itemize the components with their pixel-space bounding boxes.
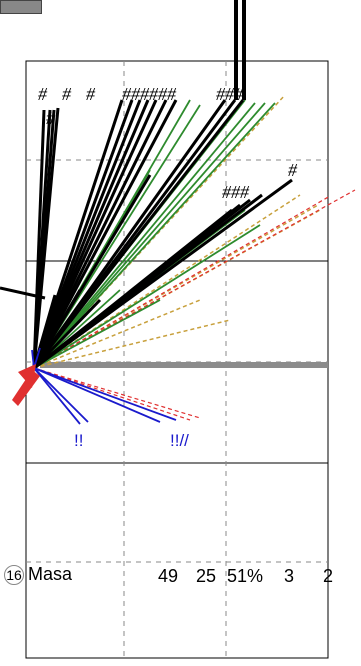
exclaim-label-1: !!	[74, 431, 83, 450]
hash-labels: # # # ###### ########	[38, 84, 298, 202]
blue-line	[33, 367, 177, 421]
red-line	[33, 189, 356, 369]
exclaim-label-2: !!//	[170, 431, 189, 450]
black-line	[32, 298, 102, 370]
tan-line	[33, 299, 201, 369]
hash-label: ###	[222, 182, 250, 202]
black-lines	[32, 99, 293, 370]
red-line	[33, 195, 331, 369]
blue-line	[33, 367, 161, 423]
corner-button[interactable]	[0, 0, 42, 14]
plot-frame	[25, 60, 329, 659]
row-name: Masa	[28, 564, 73, 584]
stat-5: 2	[323, 566, 334, 586]
tan-dashed-lines	[33, 94, 321, 369]
blue-line	[33, 367, 89, 423]
black-line	[32, 107, 60, 369]
tan-line	[33, 94, 286, 369]
hash-label: #	[288, 160, 298, 180]
stat-2: 25	[196, 566, 217, 586]
green-line	[33, 102, 266, 369]
left-stub	[0, 286, 46, 300]
hash-label: #	[38, 84, 48, 104]
stat-1: 49	[158, 566, 179, 586]
red-dashed-lines	[33, 189, 356, 421]
top-stems	[234, 0, 246, 100]
hash-label: #	[62, 84, 72, 104]
tan-line	[33, 204, 319, 369]
blue-lines	[31, 347, 177, 425]
black-line	[33, 178, 293, 370]
hash-label: ######	[122, 84, 177, 104]
row-number-badge: 16	[4, 564, 24, 585]
green-line	[33, 224, 261, 369]
black-line	[32, 99, 124, 369]
black-line	[32, 99, 178, 369]
black-line	[32, 99, 245, 369]
green-line	[33, 102, 276, 369]
black-line	[32, 289, 82, 369]
hash-label: #	[86, 84, 96, 104]
green-line	[33, 299, 161, 369]
red-line	[33, 367, 201, 419]
hash-label: #	[46, 108, 56, 128]
hash-label: ###	[216, 84, 244, 104]
stat-3: 51%	[227, 566, 264, 586]
red-arrow-icon	[12, 364, 40, 406]
blue-line	[31, 349, 35, 369]
green-line	[33, 102, 256, 369]
blue-line	[33, 367, 81, 425]
tan-line	[33, 319, 231, 369]
stat-4: 3	[284, 566, 295, 586]
row-label: 16 Masa	[4, 564, 72, 585]
